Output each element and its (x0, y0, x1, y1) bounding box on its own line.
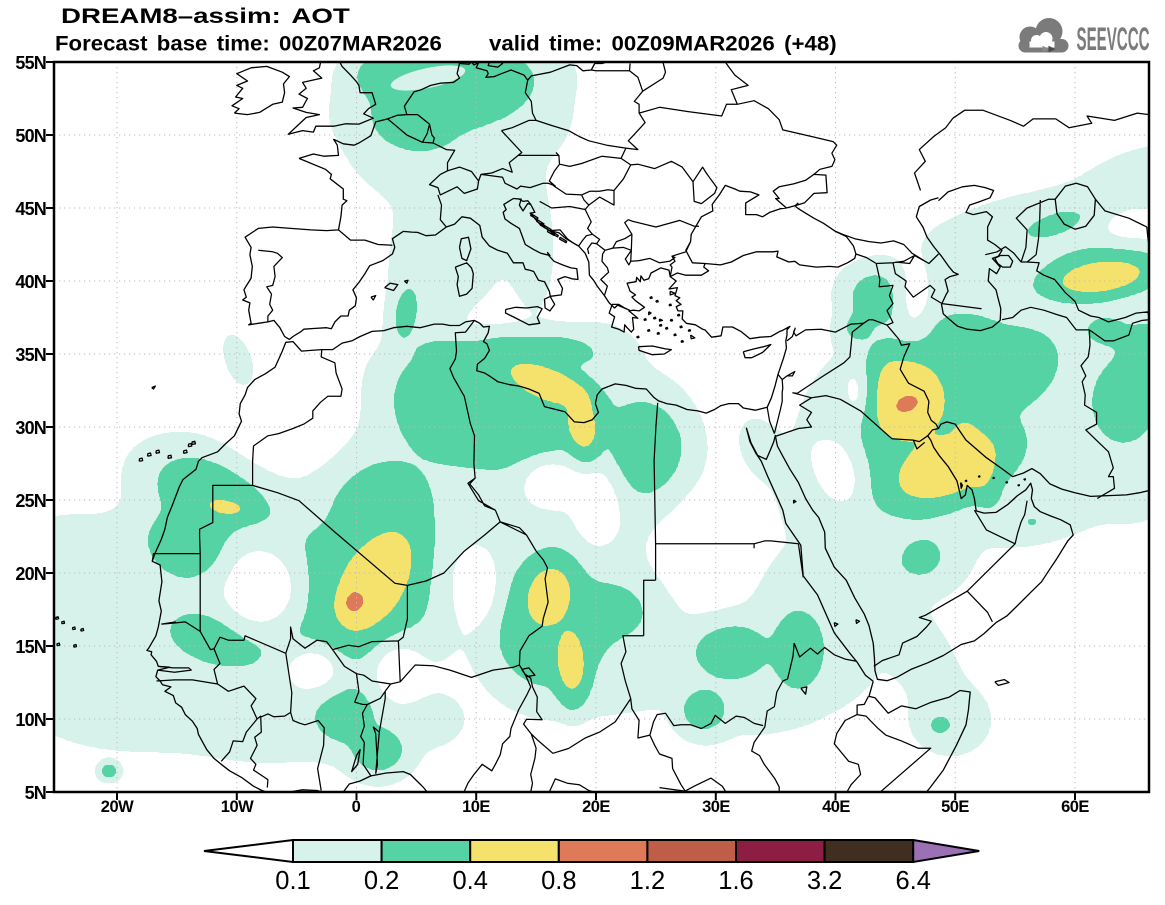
svg-text:30E: 30E (702, 798, 730, 816)
svg-text:10E: 10E (462, 798, 490, 816)
svg-text:55N: 55N (15, 53, 46, 73)
svg-text:40N: 40N (15, 272, 46, 292)
svg-text:20E: 20E (582, 798, 610, 816)
svg-text:10N: 10N (15, 710, 46, 730)
svg-text:0.4: 0.4 (452, 867, 487, 895)
svg-text:20W: 20W (101, 798, 134, 816)
svg-text:DREAM8–assim: AOT: DREAM8–assim: AOT (61, 5, 350, 28)
svg-text:20N: 20N (15, 564, 46, 584)
svg-text:30N: 30N (15, 418, 46, 438)
svg-text:0.2: 0.2 (364, 867, 399, 895)
svg-text:SEEVCCC: SEEVCCC (1077, 22, 1150, 58)
svg-text:valid time: 00Z09MAR2026 (+48): valid time: 00Z09MAR2026 (+48) (489, 31, 837, 55)
svg-text:0: 0 (352, 798, 361, 816)
svg-text:40E: 40E (822, 798, 850, 816)
svg-text:0.1: 0.1 (275, 867, 310, 895)
svg-text:0.8: 0.8 (541, 867, 576, 895)
svg-text:1.2: 1.2 (630, 867, 665, 895)
svg-text:1.6: 1.6 (718, 867, 753, 895)
svg-text:25N: 25N (15, 491, 46, 511)
svg-text:45N: 45N (15, 199, 46, 219)
svg-text:10W: 10W (221, 798, 254, 816)
svg-text:50N: 50N (15, 126, 46, 146)
svg-text:15N: 15N (15, 637, 46, 657)
svg-text:3.2: 3.2 (807, 867, 842, 895)
svg-text:60E: 60E (1061, 798, 1089, 816)
svg-text:6.4: 6.4 (895, 867, 930, 895)
svg-text:Forecast base time: 00Z07MAR20: Forecast base time: 00Z07MAR2026 (55, 31, 442, 55)
svg-text:35N: 35N (15, 345, 46, 365)
svg-text:50E: 50E (941, 798, 969, 816)
svg-text:5N: 5N (25, 783, 46, 803)
